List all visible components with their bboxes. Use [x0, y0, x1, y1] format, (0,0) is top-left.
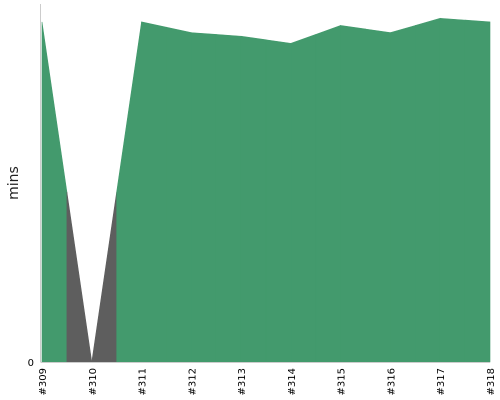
- area-segment-314: [265, 39, 292, 363]
- area-segment-317: [415, 17, 441, 363]
- area-segment-317: [439, 17, 466, 363]
- area-segment-310: [91, 191, 117, 363]
- area-segment-312: [166, 26, 192, 363]
- area-segment-309: [41, 21, 68, 363]
- x-tick-label: #309: [38, 368, 49, 395]
- y-tick-label: 0: [28, 358, 34, 369]
- area-layer: [41, 17, 491, 363]
- area-segment-310: [66, 191, 93, 363]
- x-tick-label: #310: [88, 368, 99, 395]
- x-tick-label: #313: [237, 368, 248, 395]
- x-tick-label: #311: [138, 368, 149, 395]
- area-segment-312: [191, 32, 217, 363]
- x-tick-label: #318: [486, 368, 497, 395]
- x-tick-label: #312: [187, 368, 198, 395]
- y-axis-title: mins: [6, 166, 22, 200]
- area-segment-313: [240, 35, 267, 363]
- y-tick-labels: 0: [28, 358, 34, 369]
- area-segment-313: [215, 34, 242, 363]
- area-segment-311: [116, 21, 142, 363]
- area-segment-315: [340, 25, 366, 363]
- x-tick-label: #317: [436, 368, 447, 395]
- x-tick-labels: #309 #310 #311 #312 #313 #314 #315 #316 #317 #318: [38, 368, 497, 395]
- area-segment-311: [141, 21, 167, 363]
- area-segment-318: [464, 19, 491, 363]
- x-tick-label: #316: [386, 368, 397, 395]
- x-tick-label: #314: [287, 368, 298, 395]
- area-segment-314: [290, 34, 317, 363]
- area-segment-315: [315, 25, 341, 363]
- area-segment-316: [365, 28, 391, 363]
- area-segment-316: [390, 25, 416, 363]
- x-tick-label: #315: [337, 368, 348, 395]
